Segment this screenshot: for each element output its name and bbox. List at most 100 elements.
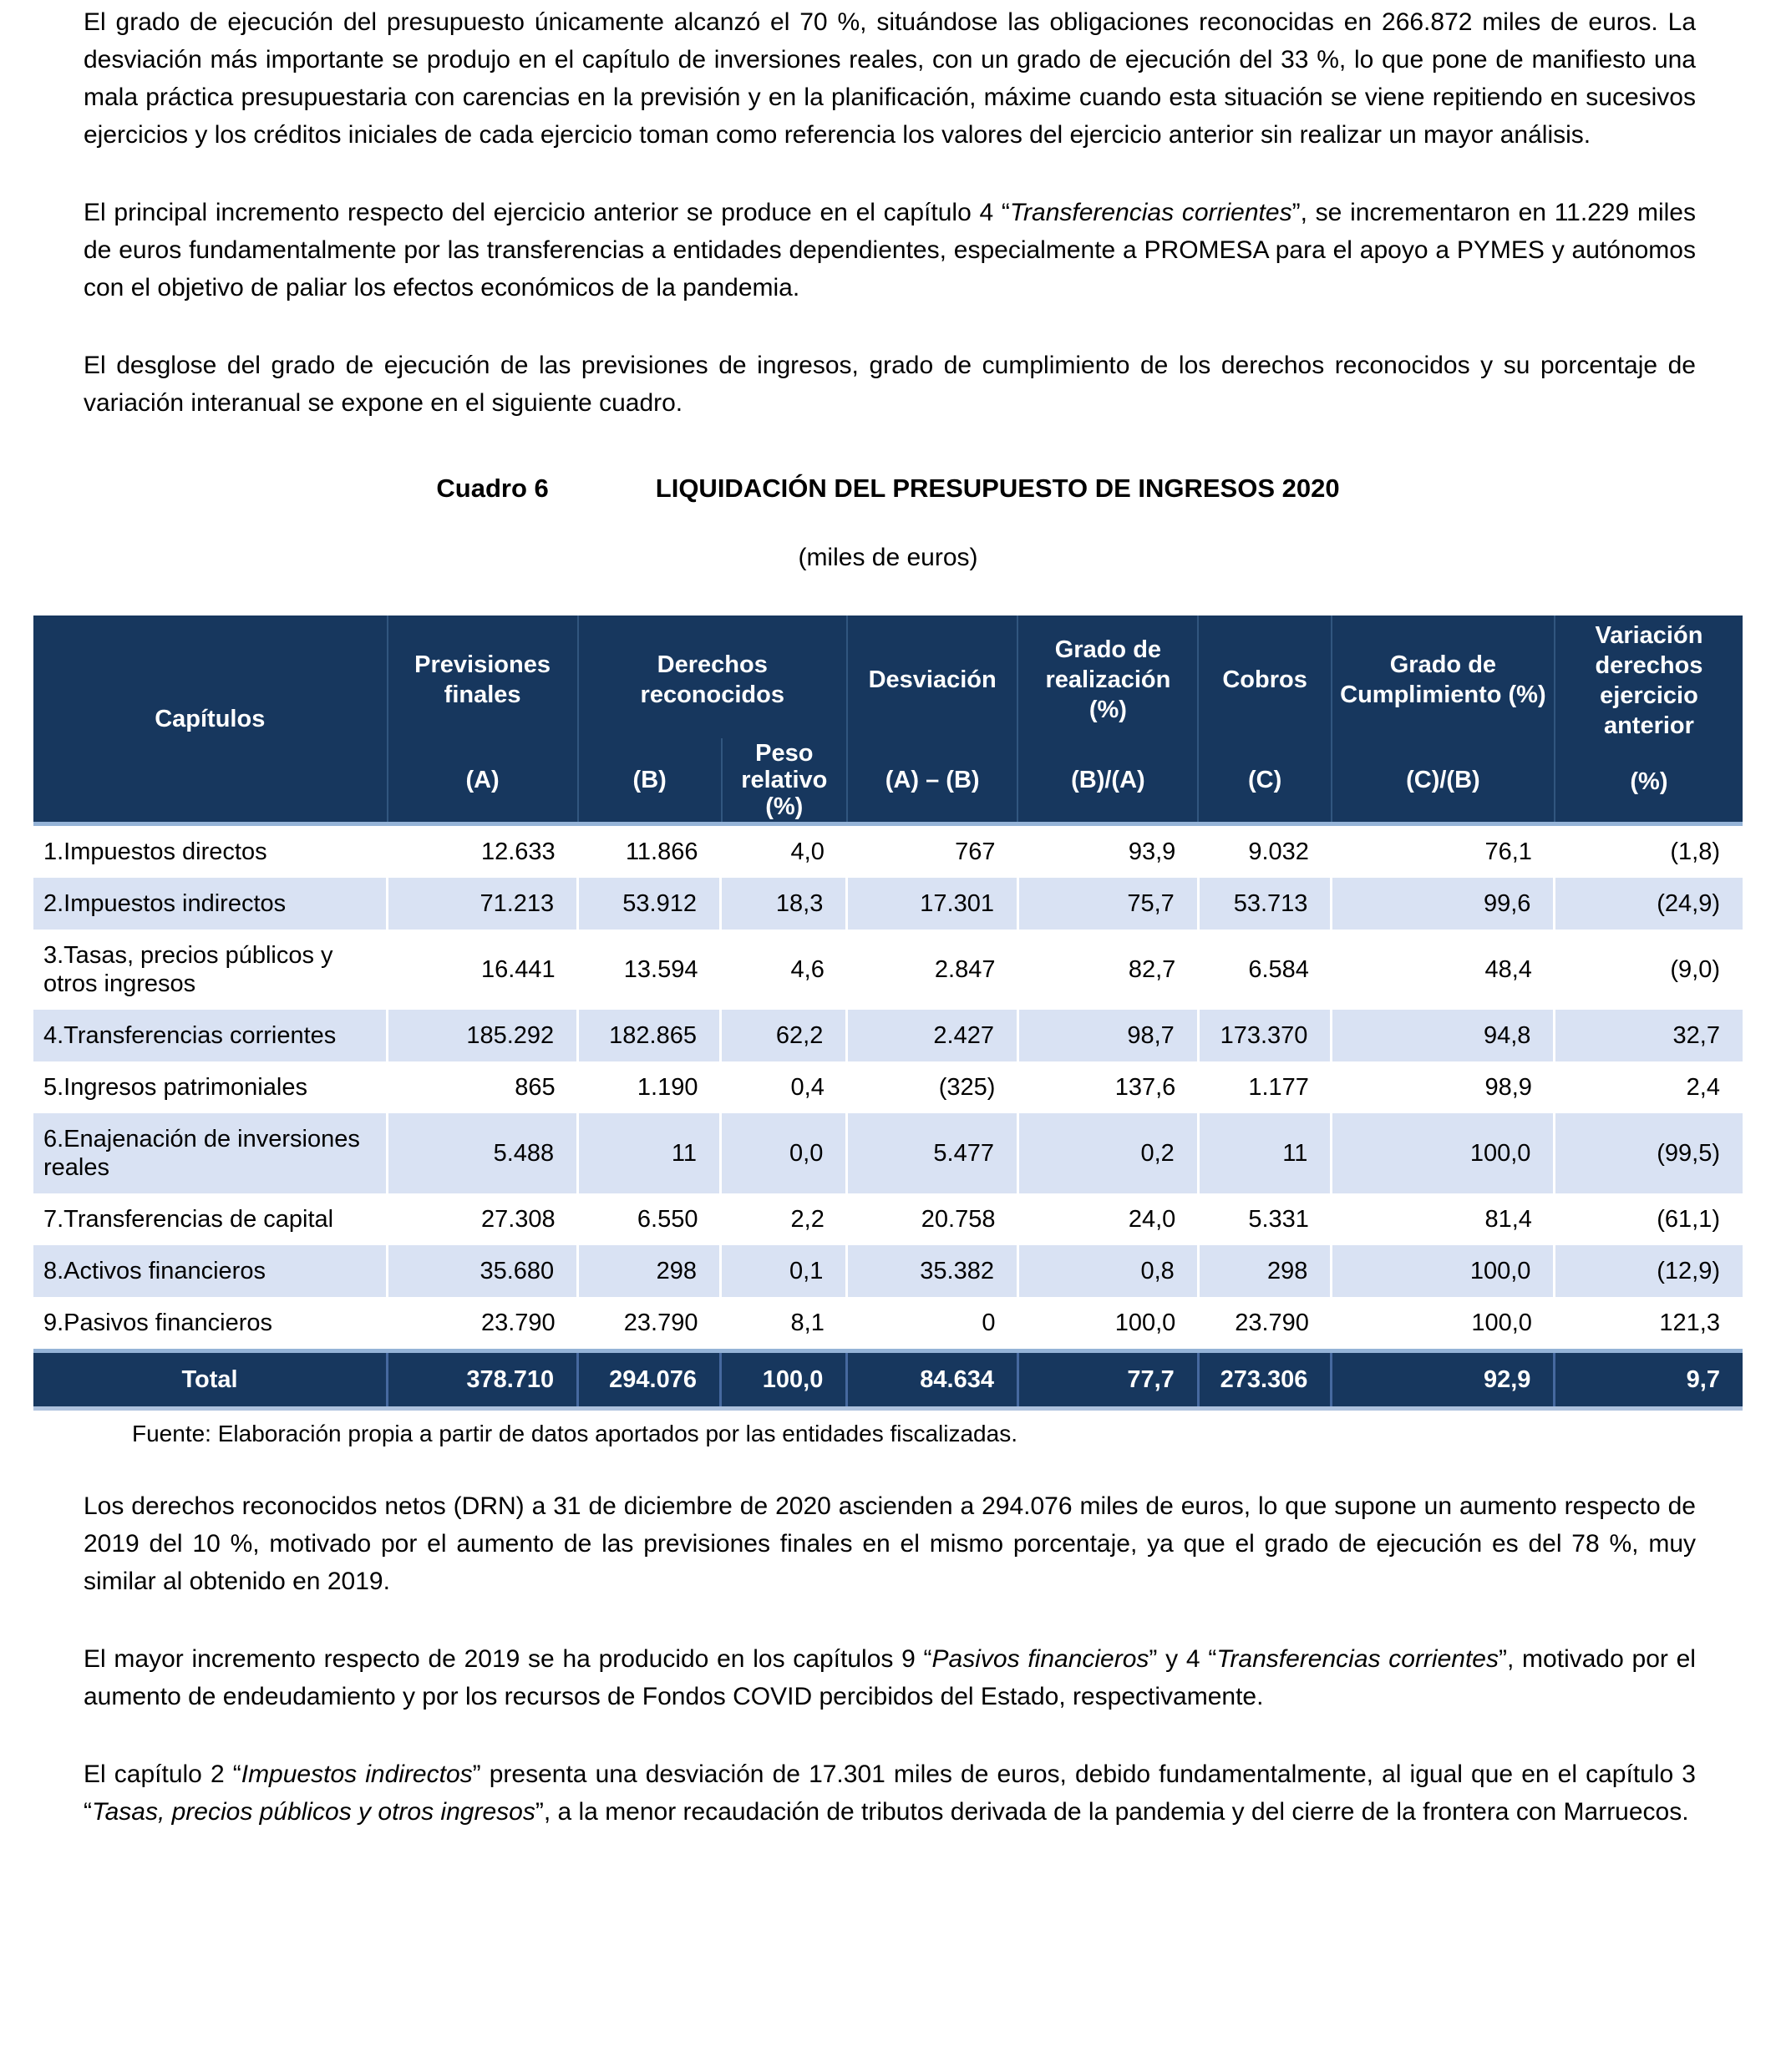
row-value: 27.308 xyxy=(387,1193,578,1245)
table-row: 8.Activos financieros 35.680 298 0,1 35.382 0… xyxy=(33,1245,1743,1297)
row-capitulo-label: 5.Ingresos patrimoniales xyxy=(33,1061,388,1113)
total-value: 84.634 xyxy=(845,1349,1018,1411)
row-value: 121,3 xyxy=(1554,1297,1743,1351)
text-segment: ”, motivado por el aumento de endeudamie… xyxy=(84,1645,1696,1710)
row-value: 98,7 xyxy=(1016,1010,1199,1061)
row-value: (1,8) xyxy=(1554,823,1743,878)
text-segment: El principal incremento respecto del eje… xyxy=(84,199,1010,226)
row-value: (99,5) xyxy=(1553,1113,1743,1193)
total-value: 9,7 xyxy=(1553,1349,1743,1411)
row-value: 12.633 xyxy=(387,823,578,878)
text-segment: El grado de ejecución del presupuesto ún… xyxy=(84,8,1696,149)
text-block-top: El grado de ejecución del presupuesto ún… xyxy=(0,3,1776,422)
col-header-capitulos: Capítulos xyxy=(33,616,388,826)
row-value: 17.301 xyxy=(845,878,1018,930)
col-header-desviacion: Desviación (A) – (B) xyxy=(845,616,1018,826)
row-value: (9,0) xyxy=(1554,930,1743,1010)
row-capitulo-label: 7.Transferencias de capital xyxy=(33,1193,388,1245)
col-header-label: Grado de realización (%) xyxy=(1045,636,1171,723)
row-value: 2.847 xyxy=(846,930,1018,1010)
row-value: 767 xyxy=(846,823,1018,878)
col-header-peso-relativo: Peso relativo (%) xyxy=(720,738,846,822)
col-header-label: Variación derechos ejercicio anterior xyxy=(1595,622,1703,739)
row-value: 94,8 xyxy=(1330,1010,1555,1061)
table-row: 5.Ingresos patrimoniales 865 1.190 0,4 (325)… xyxy=(33,1061,1743,1113)
text-segment: El capítulo 2 “ xyxy=(84,1760,241,1788)
col-header-previsiones-finales: Previsiones finales (A) xyxy=(386,616,578,826)
row-value: 48,4 xyxy=(1331,930,1555,1010)
col-header-sublabel: (%) xyxy=(1630,768,1668,795)
text-segment: ”, a la menor recaudación de tributos de… xyxy=(535,1798,1689,1826)
table-row: 7.Transferencias de capital 27.308 6.550 2,… xyxy=(33,1193,1743,1245)
row-value: 82,7 xyxy=(1017,930,1199,1010)
paragraph-3: El desglose del grado de ejecución de la… xyxy=(84,347,1696,422)
row-value: 5.477 xyxy=(845,1113,1018,1193)
row-value: 23.790 xyxy=(1198,1297,1332,1351)
row-value: 13.594 xyxy=(577,930,721,1010)
row-value: 0,4 xyxy=(720,1061,847,1113)
total-value: 92,9 xyxy=(1330,1349,1555,1411)
text-block-bottom: Los derechos reconocidos netos (DRN) a 3… xyxy=(0,1487,1776,1831)
row-value: 100,0 xyxy=(1331,1297,1555,1351)
total-value: 378.710 xyxy=(386,1349,578,1411)
row-value: 185.292 xyxy=(386,1010,578,1061)
paragraph-6: El capítulo 2 “Impuestos indirectos” pre… xyxy=(84,1755,1696,1831)
row-value: 11 xyxy=(576,1113,721,1193)
row-value: (61,1) xyxy=(1554,1193,1743,1245)
text-segment: ” presenta una desviación de 17.301 mile… xyxy=(84,1760,1696,1826)
text-segment: ”, se incrementaron en 11.229 miles de e… xyxy=(84,199,1696,301)
row-value: 81,4 xyxy=(1331,1193,1555,1245)
col-header-sublabel-b: (B) xyxy=(632,767,667,793)
total-row: Total 378.710 294.076 100,0 84.634 77,7 … xyxy=(33,1349,1743,1411)
row-value: 16.441 xyxy=(387,930,578,1010)
col-header-label: Desviación xyxy=(868,666,997,693)
row-value: (325) xyxy=(846,1061,1018,1113)
row-value: 2.427 xyxy=(845,1010,1018,1061)
row-value: 99,6 xyxy=(1330,878,1555,930)
row-value: 23.790 xyxy=(577,1297,721,1351)
row-value: 75,7 xyxy=(1016,878,1199,930)
row-value: 2,4 xyxy=(1554,1061,1743,1113)
col-header-sublabel: (C) xyxy=(1247,767,1282,793)
table-header: Capítulos Previsiones finales (A) Derech… xyxy=(33,616,1743,826)
row-value: 182.865 xyxy=(576,1010,721,1061)
italic-text-segment: Transferencias corrientes xyxy=(1009,199,1292,226)
table-row: 3.Tasas, precios públicos y otros ingres… xyxy=(33,930,1743,1010)
row-capitulo-label: 3.Tasas, precios públicos y otros ingres… xyxy=(33,930,388,1010)
paragraph-4: Los derechos reconocidos netos (DRN) a 3… xyxy=(84,1487,1696,1600)
total-value: 294.076 xyxy=(576,1349,721,1411)
row-value: 8,1 xyxy=(720,1297,847,1351)
row-capitulo-label: 1.Impuestos directos xyxy=(33,823,388,878)
row-value: 298 xyxy=(576,1245,721,1297)
col-header-derechos-reconocidos: Derechos reconocidos (B) Peso relativo (… xyxy=(576,616,847,826)
row-value: 62,2 xyxy=(718,1010,847,1061)
row-value: 100,0 xyxy=(1017,1297,1199,1351)
row-value: 0,0 xyxy=(718,1113,847,1193)
total-value: 77,7 xyxy=(1016,1349,1199,1411)
row-value: 173.370 xyxy=(1196,1010,1332,1061)
row-capitulo-label: 6.Enajenación de inversiones reales xyxy=(33,1113,388,1193)
row-value: 6.584 xyxy=(1198,930,1332,1010)
text-segment: El desglose del grado de ejecución de la… xyxy=(84,352,1696,417)
row-value: 4,6 xyxy=(720,930,847,1010)
row-value: 76,1 xyxy=(1331,823,1555,878)
paragraph-5: El mayor incremento respecto de 2019 se … xyxy=(84,1640,1696,1715)
table-row: 4.Transferencias corrientes 185.292 182.86… xyxy=(33,1010,1743,1061)
total-label: Total xyxy=(33,1349,388,1411)
total-value: 273.306 xyxy=(1196,1349,1332,1411)
table-row: 2.Impuestos indirectos 71.213 53.912 18,3 17… xyxy=(33,878,1743,930)
row-value: 5.331 xyxy=(1198,1193,1332,1245)
table-wrap: Capítulos Previsiones finales (A) Derech… xyxy=(0,616,1776,1449)
row-value: 35.382 xyxy=(845,1245,1018,1297)
row-value: 71.213 xyxy=(386,878,578,930)
col-header-grado-realizacion: Grado de realización (%) (B)/(A) xyxy=(1017,616,1199,826)
row-value: 0,2 xyxy=(1016,1113,1199,1193)
col-header-label: Grado de Cumplimiento (%) xyxy=(1340,651,1546,708)
row-value: 2,2 xyxy=(720,1193,847,1245)
text-segment: Los derechos reconocidos netos (DRN) a 3… xyxy=(84,1492,1696,1595)
row-value: 53.713 xyxy=(1196,878,1332,930)
row-value: 4,0 xyxy=(720,823,847,878)
row-value: 53.912 xyxy=(576,878,721,930)
italic-text-segment: Tasas, precios públicos y otros ingresos xyxy=(92,1798,535,1826)
